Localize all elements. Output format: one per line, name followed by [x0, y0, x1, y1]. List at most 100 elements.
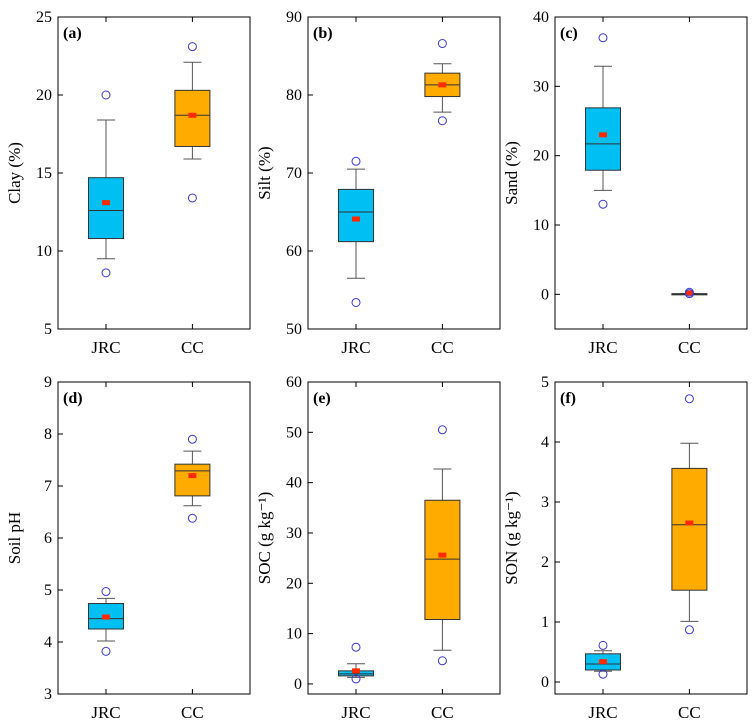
- y-axis-label: SON (g kg⁻¹): [502, 491, 521, 584]
- y-tick-label: 7: [44, 478, 52, 495]
- y-tick-label: 6: [44, 530, 52, 547]
- panel-c: 0 10 20 30 40 Sand (%) (c) JRC CC: [502, 9, 748, 357]
- mean-marker: [188, 473, 197, 479]
- x-category-label: JRC: [91, 338, 120, 357]
- panel-label: (c): [560, 25, 578, 42]
- mean-marker: [438, 82, 447, 88]
- y-tick-label: 8: [44, 426, 52, 443]
- panel-label: (d): [63, 390, 83, 407]
- plot-frame: [57, 381, 251, 695]
- y-tick-label: 1: [541, 614, 549, 631]
- outlier-point: [598, 640, 608, 650]
- plot-frame: [554, 381, 748, 695]
- x-category-label: CC: [678, 703, 701, 722]
- mean-marker: [352, 668, 360, 674]
- outlier-point: [101, 90, 111, 100]
- y-tick-label: 9: [44, 374, 52, 391]
- y-tick-label: 20: [36, 87, 52, 104]
- y-axis-label: Clay (%): [5, 142, 24, 204]
- panel-f: 0 1 2 3 4 5 SON (g kg⁻¹) (f) JRC CC: [502, 374, 748, 722]
- iqr-box: [174, 463, 211, 497]
- mean-marker: [188, 112, 197, 118]
- outlier-point: [351, 297, 361, 307]
- outlier-point: [187, 513, 197, 523]
- outlier-point: [351, 642, 361, 652]
- plot-frame: [57, 16, 251, 330]
- x-category-label: JRC: [91, 703, 120, 722]
- x-category-label: CC: [678, 338, 701, 357]
- outlier-point: [187, 42, 197, 52]
- iqr-box: [88, 177, 124, 240]
- y-axis-label: Silt (%): [255, 146, 274, 199]
- box-cc: [424, 425, 461, 666]
- outlier-point: [351, 674, 361, 684]
- y-tick-label: 0: [541, 286, 549, 303]
- box-jrc: [338, 156, 374, 307]
- mean-marker: [102, 200, 110, 206]
- iqr-box: [424, 499, 461, 621]
- outlier-point: [684, 287, 694, 297]
- panel-label: (f): [560, 390, 576, 407]
- box-jrc: [88, 587, 124, 656]
- panel-e: 0 10 20 30 40 50 60 SOC (g kg⁻¹) (e) JRC CC: [255, 374, 501, 722]
- outlier-point: [437, 425, 447, 435]
- y-tick-label: 25: [36, 9, 52, 26]
- y-tick-label: 0: [294, 676, 302, 693]
- box-jrc: [88, 90, 124, 278]
- outlier-point: [187, 193, 197, 203]
- mean-marker: [438, 552, 447, 558]
- box-jrc: [338, 642, 374, 684]
- y-tick-label: 30: [286, 525, 302, 542]
- y-tick-label: 70: [286, 165, 302, 182]
- mean-marker: [102, 614, 110, 620]
- y-tick-label: 10: [533, 217, 549, 234]
- mean-marker: [685, 520, 694, 526]
- y-tick-label: 10: [286, 626, 302, 643]
- x-category-label: JRC: [588, 338, 617, 357]
- y-tick-label: 3: [541, 494, 549, 511]
- outlier-point: [101, 268, 111, 278]
- x-category-label: JRC: [341, 703, 370, 722]
- box-cc: [671, 394, 708, 635]
- y-tick-label: 60: [286, 374, 302, 391]
- panel-label: (e): [313, 390, 331, 407]
- y-tick-label: 40: [286, 475, 302, 492]
- iqr-box: [671, 467, 708, 591]
- y-tick-label: 5: [541, 374, 549, 391]
- outlier-point: [684, 394, 694, 404]
- y-tick-label: 20: [286, 575, 302, 592]
- iqr-box: [338, 188, 374, 243]
- y-tick-label: 3: [44, 686, 52, 703]
- y-tick-label: 40: [533, 9, 549, 26]
- y-tick-label: 4: [541, 434, 549, 451]
- box-cc: [174, 42, 211, 203]
- x-category-label: CC: [431, 703, 454, 722]
- mean-marker: [599, 132, 607, 138]
- outlier-point: [598, 669, 608, 679]
- panel-b: 50 60 70 80 90 Silt (%) (b) JRC CC: [255, 9, 501, 357]
- x-category-label: CC: [181, 703, 204, 722]
- y-tick-label: 50: [286, 321, 302, 338]
- y-tick-label: 0: [541, 674, 549, 691]
- y-tick-label: 5: [44, 321, 52, 338]
- panel-a: 5 10 15 20 25 Clay (%) (a) JRC CC: [5, 9, 251, 357]
- iqr-box: [585, 107, 621, 171]
- box-cc: [174, 434, 211, 523]
- y-tick-label: 80: [286, 87, 302, 104]
- y-tick-label: 2: [541, 554, 549, 571]
- outlier-point: [101, 646, 111, 656]
- iqr-box: [174, 89, 211, 147]
- y-tick-label: 15: [36, 165, 52, 182]
- y-tick-label: 90: [286, 9, 302, 26]
- mean-marker: [685, 290, 694, 296]
- panel-d: 3 4 5 6 7 8 9 Soil pH (d) JRC CC: [5, 374, 251, 722]
- y-axis-label: SOC (g kg⁻¹): [255, 492, 274, 584]
- x-category-label: JRC: [341, 338, 370, 357]
- y-tick-label: 60: [286, 243, 302, 260]
- outlier-point: [101, 587, 111, 597]
- outlier-point: [598, 199, 608, 209]
- x-category-label: JRC: [588, 703, 617, 722]
- outlier-point: [437, 39, 447, 49]
- outlier-point: [351, 156, 361, 166]
